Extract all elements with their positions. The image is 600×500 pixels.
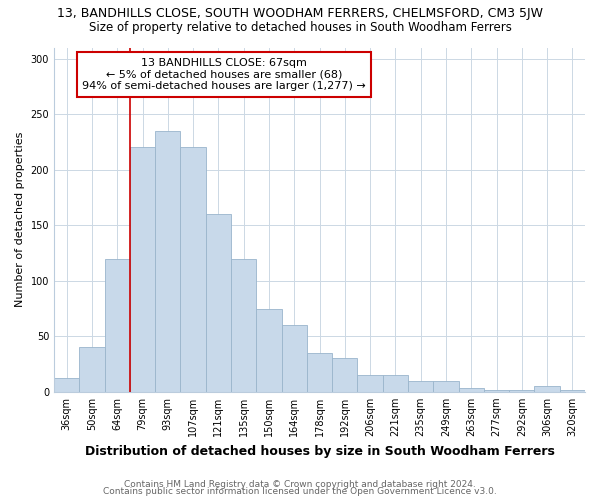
Bar [408, 380, 433, 392]
Bar [104, 258, 130, 392]
Text: Contains public sector information licensed under the Open Government Licence v3: Contains public sector information licen… [103, 488, 497, 496]
Bar [256, 308, 281, 392]
Bar [79, 348, 104, 392]
Text: Contains HM Land Registry data © Crown copyright and database right 2024.: Contains HM Land Registry data © Crown c… [124, 480, 476, 489]
Bar [281, 325, 307, 392]
Bar [155, 131, 181, 392]
Text: 13 BANDHILLS CLOSE: 67sqm
← 5% of detached houses are smaller (68)
94% of semi-d: 13 BANDHILLS CLOSE: 67sqm ← 5% of detach… [82, 58, 366, 91]
Text: 13, BANDHILLS CLOSE, SOUTH WOODHAM FERRERS, CHELMSFORD, CM3 5JW: 13, BANDHILLS CLOSE, SOUTH WOODHAM FERRE… [57, 8, 543, 20]
Bar [509, 390, 535, 392]
Bar [535, 386, 560, 392]
Bar [130, 148, 155, 392]
Bar [484, 390, 509, 392]
Bar [560, 390, 585, 392]
Bar [231, 258, 256, 392]
Bar [358, 375, 383, 392]
Bar [206, 214, 231, 392]
Bar [181, 148, 206, 392]
Bar [307, 353, 332, 392]
Bar [458, 388, 484, 392]
X-axis label: Distribution of detached houses by size in South Woodham Ferrers: Distribution of detached houses by size … [85, 444, 554, 458]
Bar [383, 375, 408, 392]
Y-axis label: Number of detached properties: Number of detached properties [15, 132, 25, 308]
Text: Size of property relative to detached houses in South Woodham Ferrers: Size of property relative to detached ho… [89, 22, 511, 35]
Bar [433, 380, 458, 392]
Bar [54, 378, 79, 392]
Bar [332, 358, 358, 392]
